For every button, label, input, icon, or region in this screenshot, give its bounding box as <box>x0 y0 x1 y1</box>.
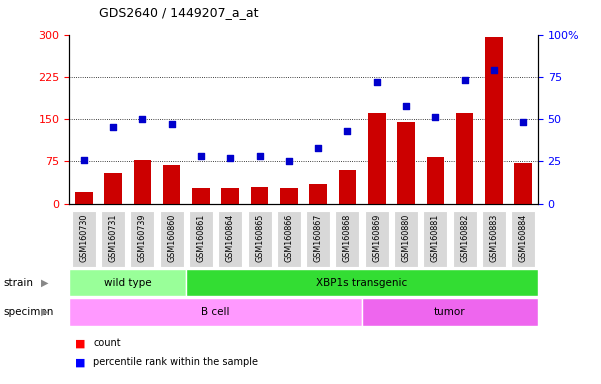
Point <box>489 67 499 73</box>
Text: specimen: specimen <box>3 307 53 317</box>
Point <box>225 155 235 161</box>
FancyBboxPatch shape <box>277 211 301 267</box>
Text: GSM160883: GSM160883 <box>489 214 498 262</box>
Point <box>372 79 382 85</box>
Point <box>255 153 264 159</box>
FancyBboxPatch shape <box>218 211 242 267</box>
FancyBboxPatch shape <box>394 211 418 267</box>
Text: GSM160869: GSM160869 <box>372 214 381 262</box>
Point <box>430 114 440 121</box>
Bar <box>485 37 502 204</box>
Bar <box>339 170 356 204</box>
Text: B cell: B cell <box>201 307 230 317</box>
Bar <box>251 187 268 204</box>
Bar <box>221 188 239 204</box>
Point <box>284 158 294 164</box>
Bar <box>310 184 327 204</box>
Bar <box>133 160 151 204</box>
Bar <box>397 122 415 204</box>
Text: GSM160730: GSM160730 <box>79 214 88 262</box>
Point <box>519 119 528 126</box>
FancyBboxPatch shape <box>453 211 477 267</box>
Point <box>343 128 352 134</box>
Bar <box>75 192 93 204</box>
Text: GSM160881: GSM160881 <box>431 214 440 262</box>
Point <box>401 103 411 109</box>
Point <box>460 77 469 83</box>
FancyBboxPatch shape <box>511 211 535 267</box>
FancyBboxPatch shape <box>365 211 389 267</box>
Bar <box>192 188 210 204</box>
Text: GSM160868: GSM160868 <box>343 214 352 262</box>
Text: GSM160731: GSM160731 <box>109 214 118 262</box>
FancyBboxPatch shape <box>306 211 330 267</box>
Text: XBP1s transgenic: XBP1s transgenic <box>317 278 407 288</box>
Bar <box>105 172 122 204</box>
Text: count: count <box>93 338 121 348</box>
Bar <box>514 163 532 204</box>
Text: ▶: ▶ <box>41 278 48 288</box>
FancyBboxPatch shape <box>335 211 359 267</box>
Text: ■: ■ <box>75 338 85 348</box>
Bar <box>362 298 538 326</box>
Bar <box>186 269 538 296</box>
Text: GSM160739: GSM160739 <box>138 214 147 262</box>
Point <box>167 121 177 127</box>
Bar <box>427 157 444 204</box>
FancyBboxPatch shape <box>189 211 213 267</box>
FancyBboxPatch shape <box>160 211 184 267</box>
Text: GSM160864: GSM160864 <box>226 214 235 262</box>
FancyBboxPatch shape <box>423 211 447 267</box>
FancyBboxPatch shape <box>130 211 154 267</box>
Text: GSM160882: GSM160882 <box>460 214 469 262</box>
Text: GSM160860: GSM160860 <box>167 214 176 262</box>
FancyBboxPatch shape <box>72 211 96 267</box>
Point <box>138 116 147 122</box>
Bar <box>456 113 474 204</box>
Bar <box>280 188 297 204</box>
FancyBboxPatch shape <box>248 211 272 267</box>
Text: GDS2640 / 1449207_a_at: GDS2640 / 1449207_a_at <box>99 6 258 19</box>
Bar <box>163 165 180 204</box>
Text: tumor: tumor <box>434 307 466 317</box>
Text: GSM160861: GSM160861 <box>197 214 206 262</box>
Text: GSM160880: GSM160880 <box>401 214 410 262</box>
Text: percentile rank within the sample: percentile rank within the sample <box>93 358 258 367</box>
Point <box>79 157 88 163</box>
Point <box>108 124 118 131</box>
Text: ■: ■ <box>75 358 85 367</box>
Text: GSM160865: GSM160865 <box>255 214 264 262</box>
Text: strain: strain <box>3 278 33 288</box>
FancyBboxPatch shape <box>482 211 506 267</box>
Text: wild type: wild type <box>104 278 151 288</box>
Text: GSM160884: GSM160884 <box>519 214 528 262</box>
Bar <box>368 113 385 204</box>
Text: GSM160867: GSM160867 <box>314 214 323 262</box>
Text: ▶: ▶ <box>41 307 48 317</box>
Bar <box>69 298 362 326</box>
Text: GSM160866: GSM160866 <box>284 214 293 262</box>
FancyBboxPatch shape <box>101 211 125 267</box>
Bar <box>69 269 186 296</box>
Point <box>196 153 206 159</box>
Point <box>313 145 323 151</box>
